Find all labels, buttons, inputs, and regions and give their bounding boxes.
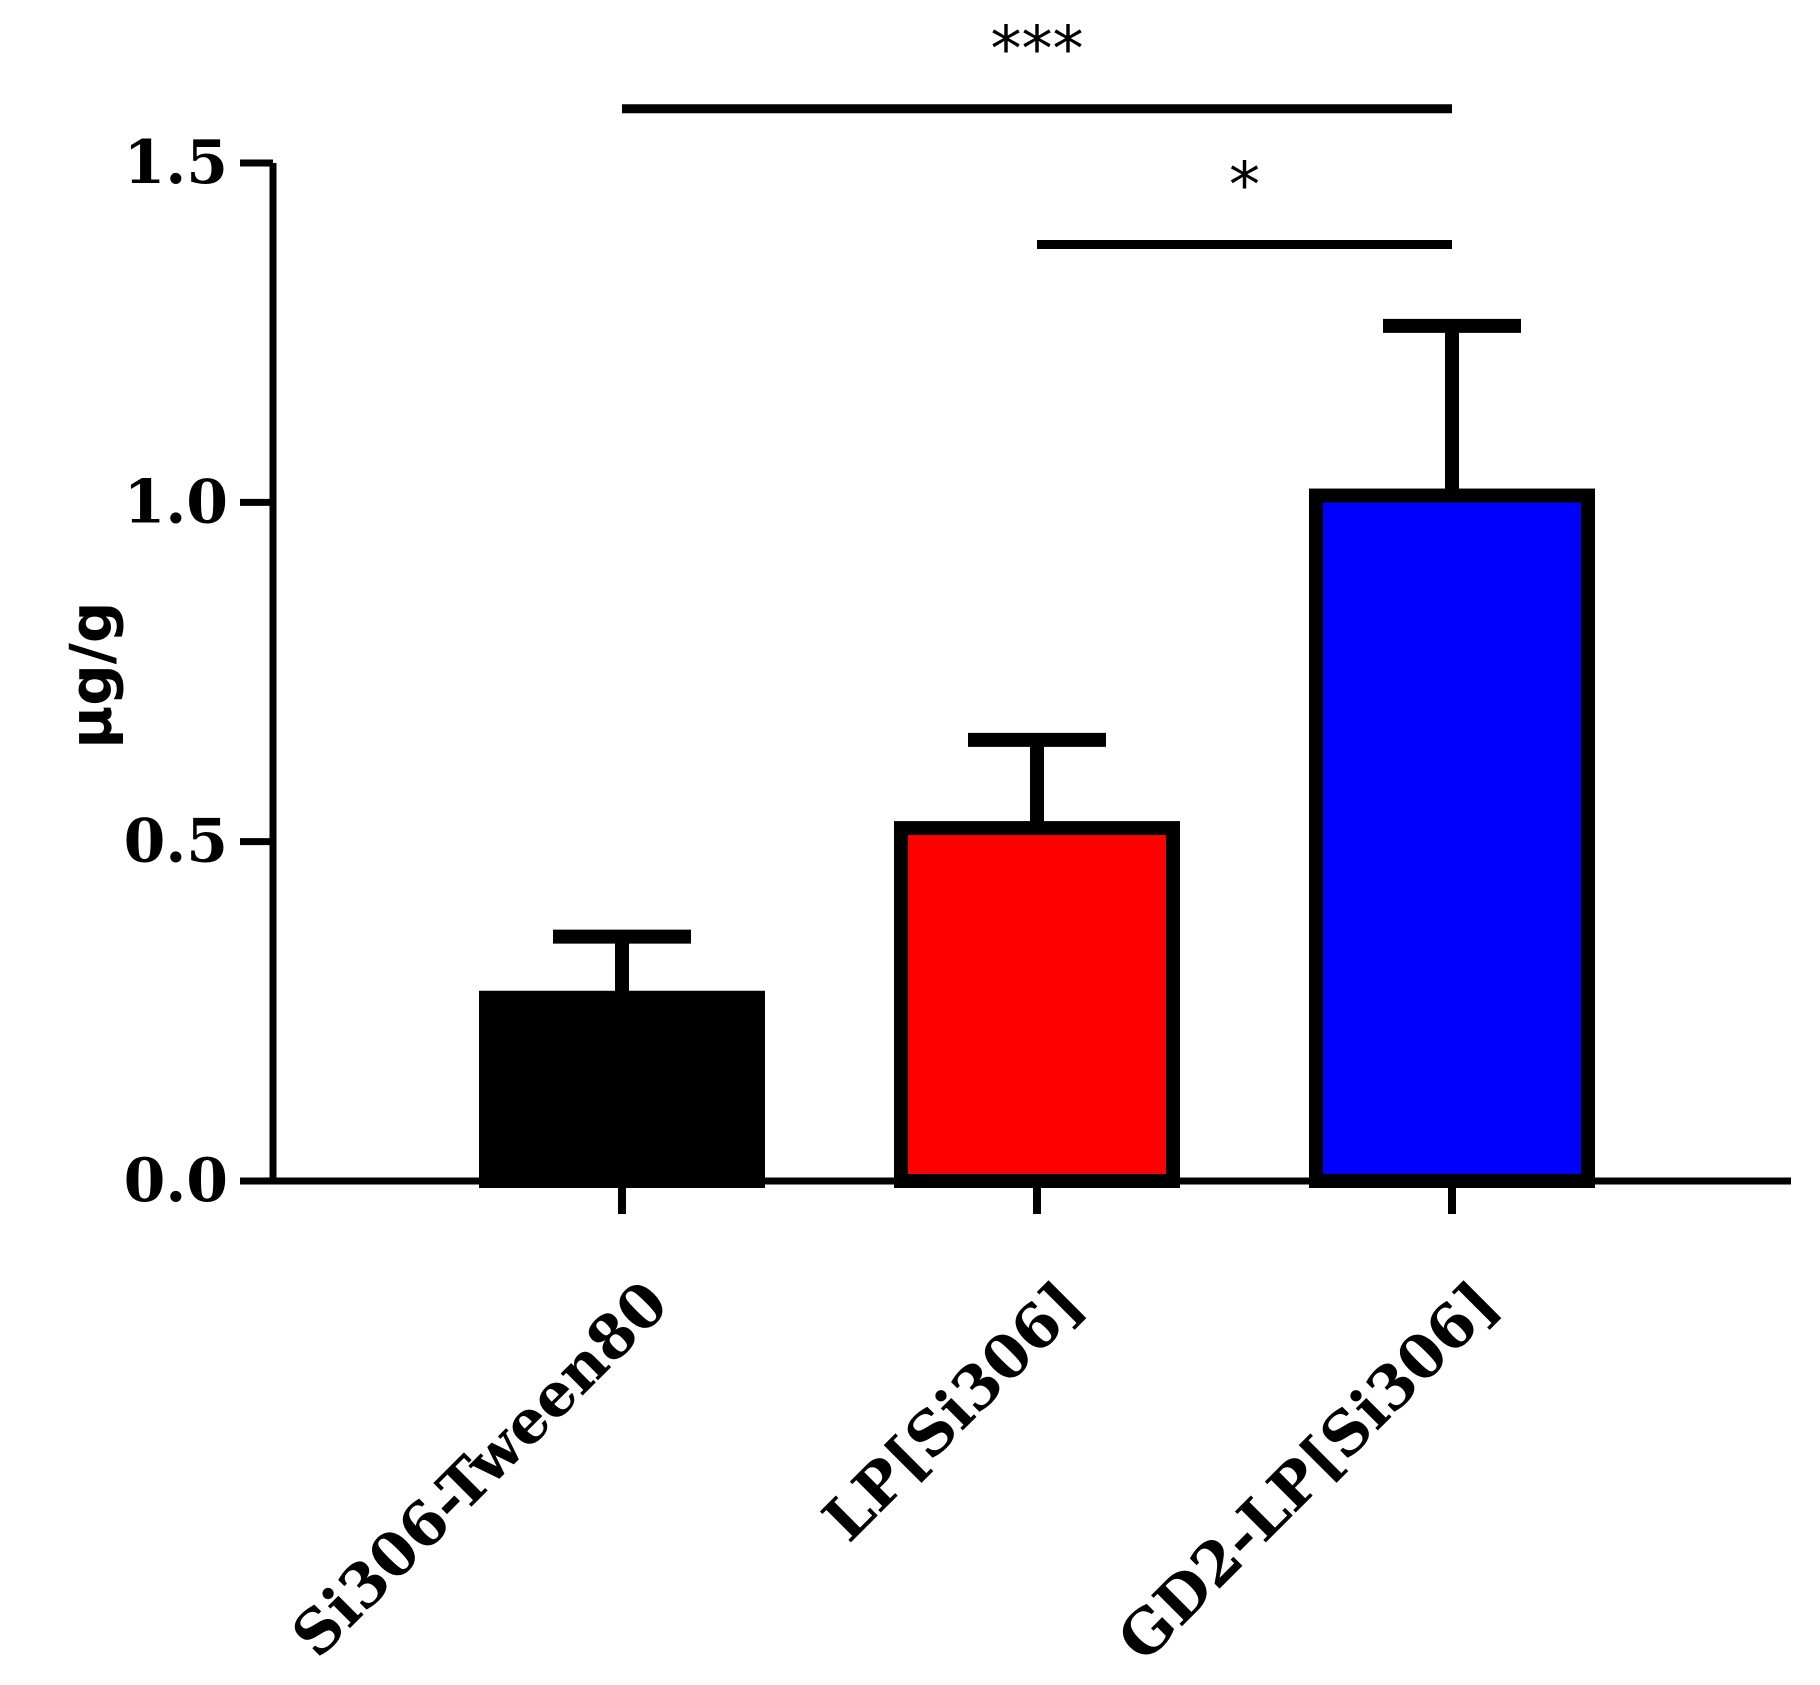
y-axis-label: µg/g bbox=[57, 602, 125, 749]
x-tick-label-2: LP[Si306] bbox=[810, 1268, 1097, 1555]
ticks-layer: Si306-Tween80 LP[Si306] GD2-LP[Si306] 0.0 0.… bbox=[124, 128, 1512, 1675]
y-tick-label-1: 0.0 bbox=[124, 1146, 228, 1216]
axes-layer bbox=[269, 163, 1791, 1185]
y-tick-label-3: 1.0 bbox=[124, 467, 228, 537]
bar-3 bbox=[1309, 488, 1595, 1188]
bar-2 bbox=[894, 821, 1180, 1188]
significance-label-1: *** bbox=[991, 13, 1084, 86]
significance-label-2: * bbox=[1229, 148, 1260, 221]
x-tick-label-3: GD2-LP[Si306] bbox=[1105, 1268, 1512, 1675]
significance-layer: **** bbox=[622, 13, 1452, 249]
bar-1 bbox=[479, 990, 765, 1189]
y-tick-label-2: 0.5 bbox=[124, 807, 228, 877]
y-tick-label-4: 1.5 bbox=[124, 128, 228, 198]
error-bars-layer bbox=[553, 318, 1521, 998]
bars-layer bbox=[479, 488, 1595, 1189]
x-tick-label-1: Si306-Tween80 bbox=[279, 1268, 682, 1671]
